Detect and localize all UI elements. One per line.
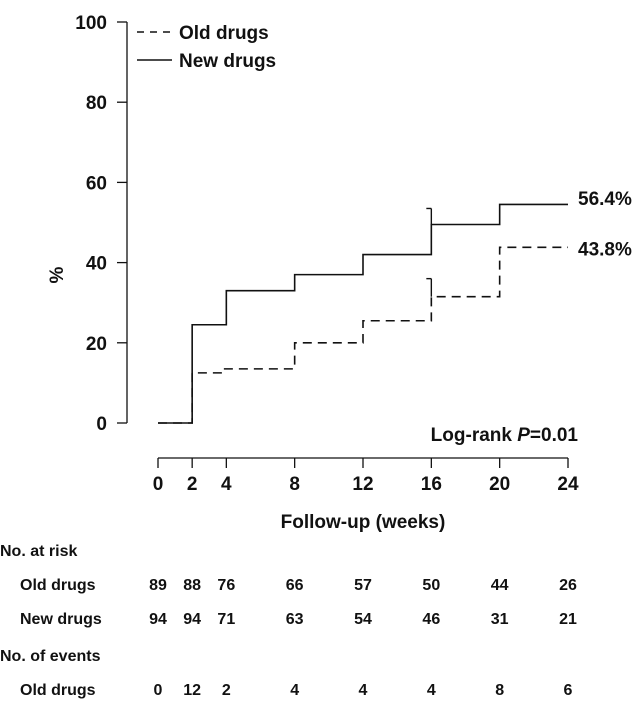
y-tick-label: 20: [86, 334, 107, 355]
y-tick-label: 40: [86, 254, 107, 275]
y-axis-title: %: [47, 266, 68, 283]
table-cell: 31: [491, 611, 509, 628]
y-tick-label: 80: [86, 93, 107, 114]
y-tick-label: 100: [75, 13, 107, 34]
table-cell: 0: [154, 682, 163, 699]
table-cell: 4: [427, 682, 436, 699]
x-tick-label: 8: [289, 474, 300, 495]
table-cell: 89: [149, 577, 167, 594]
table-cell: 2: [222, 682, 231, 699]
table-cell: 26: [559, 577, 577, 594]
table-cell: 6: [564, 682, 573, 699]
series-line-old-drugs: [158, 246, 568, 424]
table-cell: 46: [422, 611, 440, 628]
legend-label-old-drugs: Old drugs: [179, 23, 269, 44]
table-cell: 4: [290, 682, 299, 699]
table-cell: 94: [149, 611, 167, 628]
logrank-prefix: Log-rank: [431, 425, 518, 446]
table-row-label: Old drugs: [20, 682, 96, 699]
x-tick-label: 12: [352, 474, 373, 495]
logrank-value: =0.01: [530, 425, 579, 446]
legend-label-new-drugs: New drugs: [179, 51, 276, 72]
x-tick-label: 0: [153, 474, 164, 495]
y-tick-label: 60: [86, 173, 107, 194]
series-layer: 43.8% 56.4%: [158, 189, 632, 424]
logrank-annotation: Log-rank P=0.01: [431, 425, 579, 446]
table-cell: 88: [183, 577, 201, 594]
table-cell: 50: [422, 577, 440, 594]
logrank-p: P: [517, 425, 530, 446]
series-line-new-drugs: [158, 203, 568, 424]
x-tick-label: 2: [187, 474, 198, 495]
table-cell: 12: [183, 682, 201, 699]
table-cell: 21: [559, 611, 577, 628]
table-cell: 71: [217, 611, 235, 628]
table-cell: 4: [359, 682, 368, 699]
final-value-label-old-drugs: 43.8%: [578, 239, 632, 260]
y-tick-label: 0: [96, 414, 107, 435]
table-cell: 94: [183, 611, 201, 628]
table-section-title: No. at risk: [0, 543, 77, 560]
table-row-label: New drugs: [20, 611, 102, 628]
table-cell: 63: [286, 611, 304, 628]
table-section-title: No. of events: [0, 648, 101, 665]
table-cell: 8: [495, 682, 504, 699]
table-cell: 44: [491, 577, 509, 594]
x-tick-label: 4: [221, 474, 232, 495]
x-tick-label: 20: [489, 474, 510, 495]
x-tick-label: 16: [421, 474, 442, 495]
legend: Old drugs New drugs: [137, 23, 276, 72]
table-row-label: Old drugs: [20, 577, 96, 594]
x-axis-title: Follow-up (weeks): [281, 512, 446, 533]
table-cell: 57: [354, 577, 372, 594]
x-tick-label: 24: [557, 474, 579, 495]
final-value-label-new-drugs: 56.4%: [578, 189, 632, 210]
table-cell: 76: [217, 577, 235, 594]
table-cell: 54: [354, 611, 372, 628]
table-cell: 66: [286, 577, 304, 594]
